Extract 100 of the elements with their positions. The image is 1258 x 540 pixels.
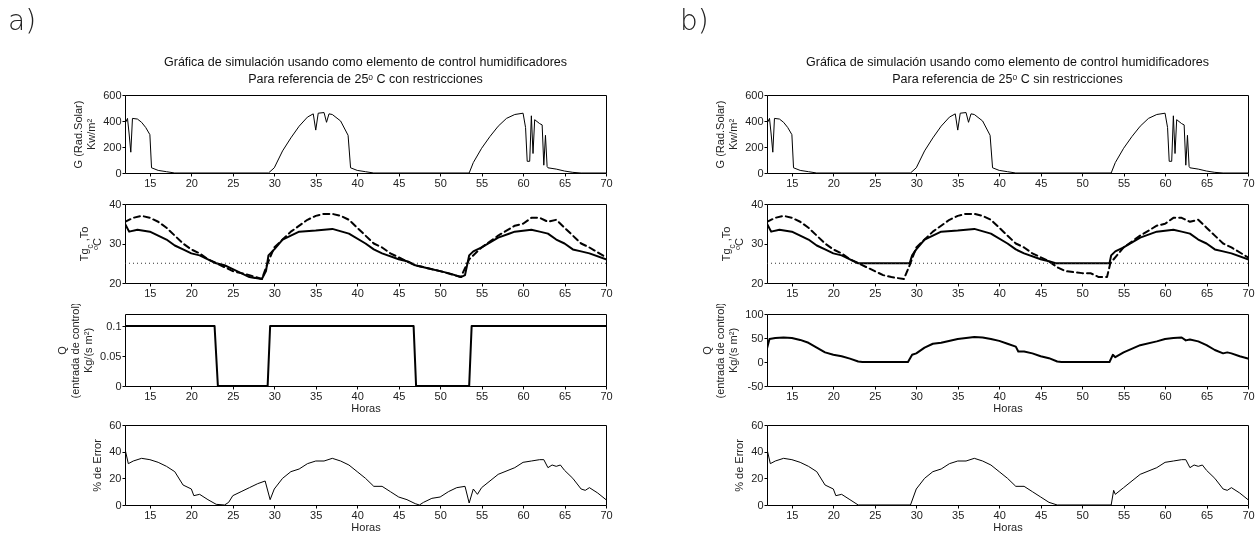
x-tick-label: 30 xyxy=(910,286,923,299)
x-tick-label: 55 xyxy=(1117,389,1131,402)
y-tick-label: 100 xyxy=(745,307,764,320)
x-tick-label: 60 xyxy=(1159,508,1172,521)
x-tick-label: 60 xyxy=(517,389,530,402)
y-tick-label: 20 xyxy=(751,276,764,289)
y-tick-label: 0 xyxy=(757,498,764,511)
y-tick-label: 40 xyxy=(109,197,122,210)
y-tick-label: 30 xyxy=(751,237,764,249)
x-tick-label: 50 xyxy=(434,176,447,189)
x-tick-label: 35 xyxy=(310,286,323,299)
x-tick-label: 50 xyxy=(1076,508,1089,521)
x-tick-label: 40 xyxy=(351,176,364,189)
x-tick-label: 15 xyxy=(786,508,799,521)
chart-title: Gráfica de simulación usando como elemento de control humidificadores xyxy=(164,55,567,69)
x-tick-label: 45 xyxy=(1035,286,1048,299)
y-tick-label: 0 xyxy=(757,166,764,179)
x-tick-label: 70 xyxy=(600,508,613,521)
y-tick-label: 30 xyxy=(109,237,122,249)
x-tick-label: 20 xyxy=(185,389,198,402)
y-axis-title: % de Error xyxy=(91,438,104,492)
x-tick-label: 15 xyxy=(144,389,157,402)
y-tick-label: 50 xyxy=(751,331,764,344)
y-tick-label: 20 xyxy=(109,471,122,484)
y-tick-label: 200 xyxy=(745,140,764,153)
x-tick-label: 35 xyxy=(310,508,323,521)
x-tick-label: 55 xyxy=(1117,176,1131,189)
x-tick-label: 50 xyxy=(1076,389,1089,402)
x-tick-label: 30 xyxy=(268,176,281,189)
x-tick-label: 50 xyxy=(434,508,447,521)
x-tick-label: 70 xyxy=(1242,389,1255,402)
x-axis-title: Horas xyxy=(351,520,382,533)
x-tick-label: 65 xyxy=(1200,286,1214,299)
x-tick-label: 35 xyxy=(310,389,323,402)
x-tick-label: 60 xyxy=(517,286,530,299)
x-tick-label: 25 xyxy=(227,508,240,521)
x-tick-label: 70 xyxy=(1242,176,1255,189)
x-tick-label: 60 xyxy=(1159,176,1172,189)
x-tick-label: 35 xyxy=(310,176,323,189)
x-tick-label: 50 xyxy=(1076,176,1089,189)
y-axis-title: % de Error xyxy=(733,438,746,492)
y-tick-label: 20 xyxy=(109,276,122,289)
text: b) xyxy=(680,4,709,37)
text: a) xyxy=(8,4,37,37)
x-tick-label: 60 xyxy=(517,508,530,521)
x-tick-label: 65 xyxy=(558,389,572,402)
x-tick-label: 55 xyxy=(475,389,489,402)
y-axis-title: Q (entrada de control) Kg/(s m²) xyxy=(701,302,740,399)
x-tick-label: 65 xyxy=(1200,508,1214,521)
x-tick-label: 20 xyxy=(827,176,840,189)
x-tick-label: 60 xyxy=(1159,286,1172,299)
x-tick-label: 70 xyxy=(600,176,613,189)
x-tick-label: 55 xyxy=(1117,286,1131,299)
x-axis-title: Horas xyxy=(993,520,1024,533)
x-tick-label: 35 xyxy=(952,389,965,402)
x-tick-label: 40 xyxy=(351,508,364,521)
x-tick-label: 15 xyxy=(786,389,799,402)
x-tick-label: 55 xyxy=(475,508,489,521)
x-tick-label: 25 xyxy=(869,508,882,521)
x-tick-label: 50 xyxy=(434,389,447,402)
y-tick-label: 40 xyxy=(751,197,764,210)
x-tick-label: 45 xyxy=(393,286,406,299)
y-tick-label: 200 xyxy=(103,140,122,153)
y-tick-label: 0 xyxy=(115,379,122,392)
y-axis-title: G (Rad.Solar) Kw/m² xyxy=(72,100,98,169)
x-tick-label: 30 xyxy=(268,508,281,521)
x-tick-label: 50 xyxy=(1076,286,1089,299)
y-tick-label: 20 xyxy=(751,471,764,484)
x-tick-label: 70 xyxy=(600,286,613,299)
x-tick-label: 45 xyxy=(1035,176,1048,189)
x-tick-label: 50 xyxy=(434,286,447,299)
x-tick-label: 70 xyxy=(600,389,613,402)
x-tick-label: 20 xyxy=(827,286,840,299)
y-tick-label: 60 xyxy=(109,418,122,431)
x-tick-label: 20 xyxy=(827,508,840,521)
x-tick-label: 45 xyxy=(393,176,406,189)
y-tick-label: 0 xyxy=(115,498,122,511)
x-tick-label: 55 xyxy=(475,286,489,299)
x-tick-label: 25 xyxy=(869,176,882,189)
y-axis-title: G (Rad.Solar) Kw/m² xyxy=(714,100,740,169)
chart-subtitle: Para referencia de 25ᵒ C con restricciones xyxy=(248,71,483,86)
x-tick-label: 25 xyxy=(227,176,240,189)
x-tick-label: 15 xyxy=(144,286,157,299)
chart-title: Gráfica de simulación usando como elemento de control humidificadores xyxy=(806,55,1209,69)
x-tick-label: 30 xyxy=(910,508,923,521)
x-tick-label: 40 xyxy=(993,508,1006,521)
x-tick-label: 25 xyxy=(227,286,240,299)
x-tick-label: 65 xyxy=(558,286,572,299)
x-tick-label: 40 xyxy=(351,286,364,299)
x-tick-label: 65 xyxy=(558,508,572,521)
y-tick-label: 600 xyxy=(103,88,122,101)
x-tick-label: 20 xyxy=(185,176,198,189)
x-tick-label: 15 xyxy=(144,508,157,521)
x-tick-label: 20 xyxy=(827,389,840,402)
x-tick-label: 45 xyxy=(393,389,406,402)
y-tick-label: 40 xyxy=(109,445,122,458)
y-tick-label: -50 xyxy=(747,379,764,392)
y-tick-label: 0 xyxy=(115,166,122,179)
x-tick-label: 15 xyxy=(144,176,157,189)
y-axis-title: Q (entrada de control) Kg/(s m²) xyxy=(56,302,95,399)
